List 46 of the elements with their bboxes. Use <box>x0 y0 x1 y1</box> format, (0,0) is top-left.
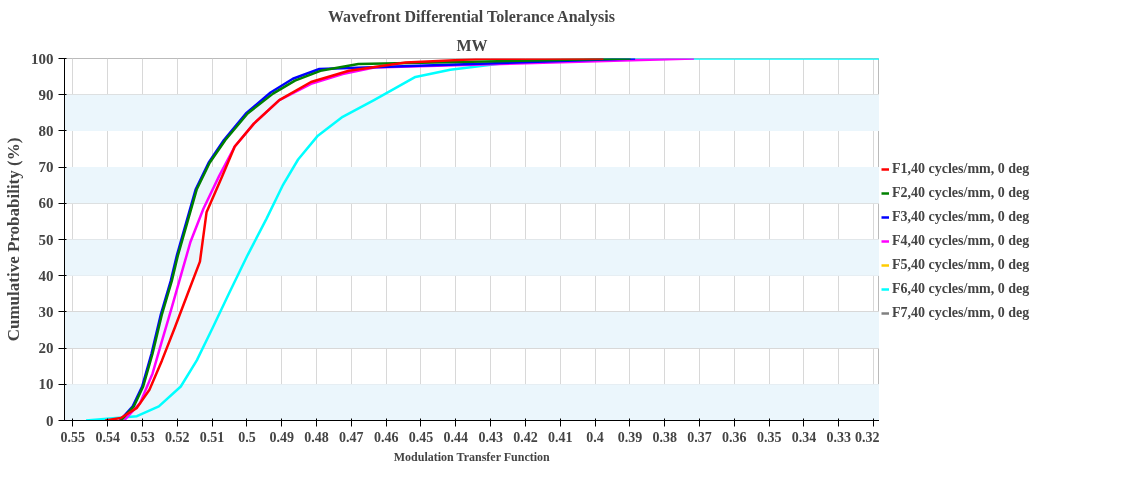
x-tick-label: 0.34 <box>791 429 817 445</box>
x-tick-label: 0.32 <box>855 429 880 445</box>
x-tick-label: 0.37 <box>687 429 712 445</box>
y-tick-label: 50 <box>38 231 54 248</box>
x-tick-label: 0.55 <box>60 429 86 445</box>
legend-label: F1,40 cycles/mm, 0 deg <box>892 161 1030 177</box>
x-tick-label: 0.54 <box>95 429 120 445</box>
y-tick-label: 10 <box>38 376 54 393</box>
x-tick-label: 0.36 <box>722 429 747 445</box>
legend-label: F2,40 cycles/mm, 0 deg <box>892 185 1030 201</box>
y-tick-label: 40 <box>38 267 54 284</box>
x-tick-label: 0.51 <box>199 429 225 445</box>
x-tick-label: 0.41 <box>548 429 573 445</box>
legend-label: F3,40 cycles/mm, 0 deg <box>892 209 1030 225</box>
chart-subtitle: MW <box>456 36 488 54</box>
y-tick-label: 60 <box>38 195 54 212</box>
y-tick-label: 80 <box>38 122 54 139</box>
y-tick-label: 90 <box>38 86 54 103</box>
x-tick-label: 0.49 <box>269 429 294 445</box>
x-axis-title: Modulation Transfer Function <box>393 449 551 464</box>
y-tick-label: 100 <box>31 50 54 67</box>
y-tick-label: 70 <box>38 159 54 176</box>
chart-title: Wavefront Differential Tolerance Analysis <box>327 7 615 26</box>
x-tick-label: 0.4 <box>586 429 604 445</box>
x-tick-label: 0.45 <box>408 429 434 445</box>
legend-label: F7,40 cycles/mm, 0 deg <box>892 305 1030 321</box>
y-tick-label: 30 <box>38 303 54 320</box>
x-tick-label: 0.38 <box>652 429 677 445</box>
y-axis-title: Cumulative Probability (%) <box>4 137 23 342</box>
x-tick-label: 0.42 <box>513 429 538 445</box>
x-tick-label: 0.5 <box>238 429 256 445</box>
y-tick-label: 20 <box>38 340 54 357</box>
legend-label: F6,40 cycles/mm, 0 deg <box>892 281 1030 297</box>
x-tick-label: 0.35 <box>756 429 782 445</box>
x-tick-label: 0.39 <box>617 429 643 445</box>
x-tick-label: 0.46 <box>373 429 399 445</box>
x-tick-label: 0.53 <box>130 429 155 445</box>
x-tick-label: 0.43 <box>478 429 503 445</box>
y-tick-label: 0 <box>46 412 54 429</box>
x-tick-label: 0.48 <box>304 429 329 445</box>
legend-label: F5,40 cycles/mm, 0 deg <box>892 257 1030 273</box>
x-tick-label: 0.47 <box>339 429 364 445</box>
x-tick-label: 0.33 <box>826 429 852 445</box>
legend-label: F4,40 cycles/mm, 0 deg <box>892 233 1030 249</box>
x-tick-label: 0.52 <box>165 429 190 445</box>
x-tick-label: 0.44 <box>443 429 469 445</box>
